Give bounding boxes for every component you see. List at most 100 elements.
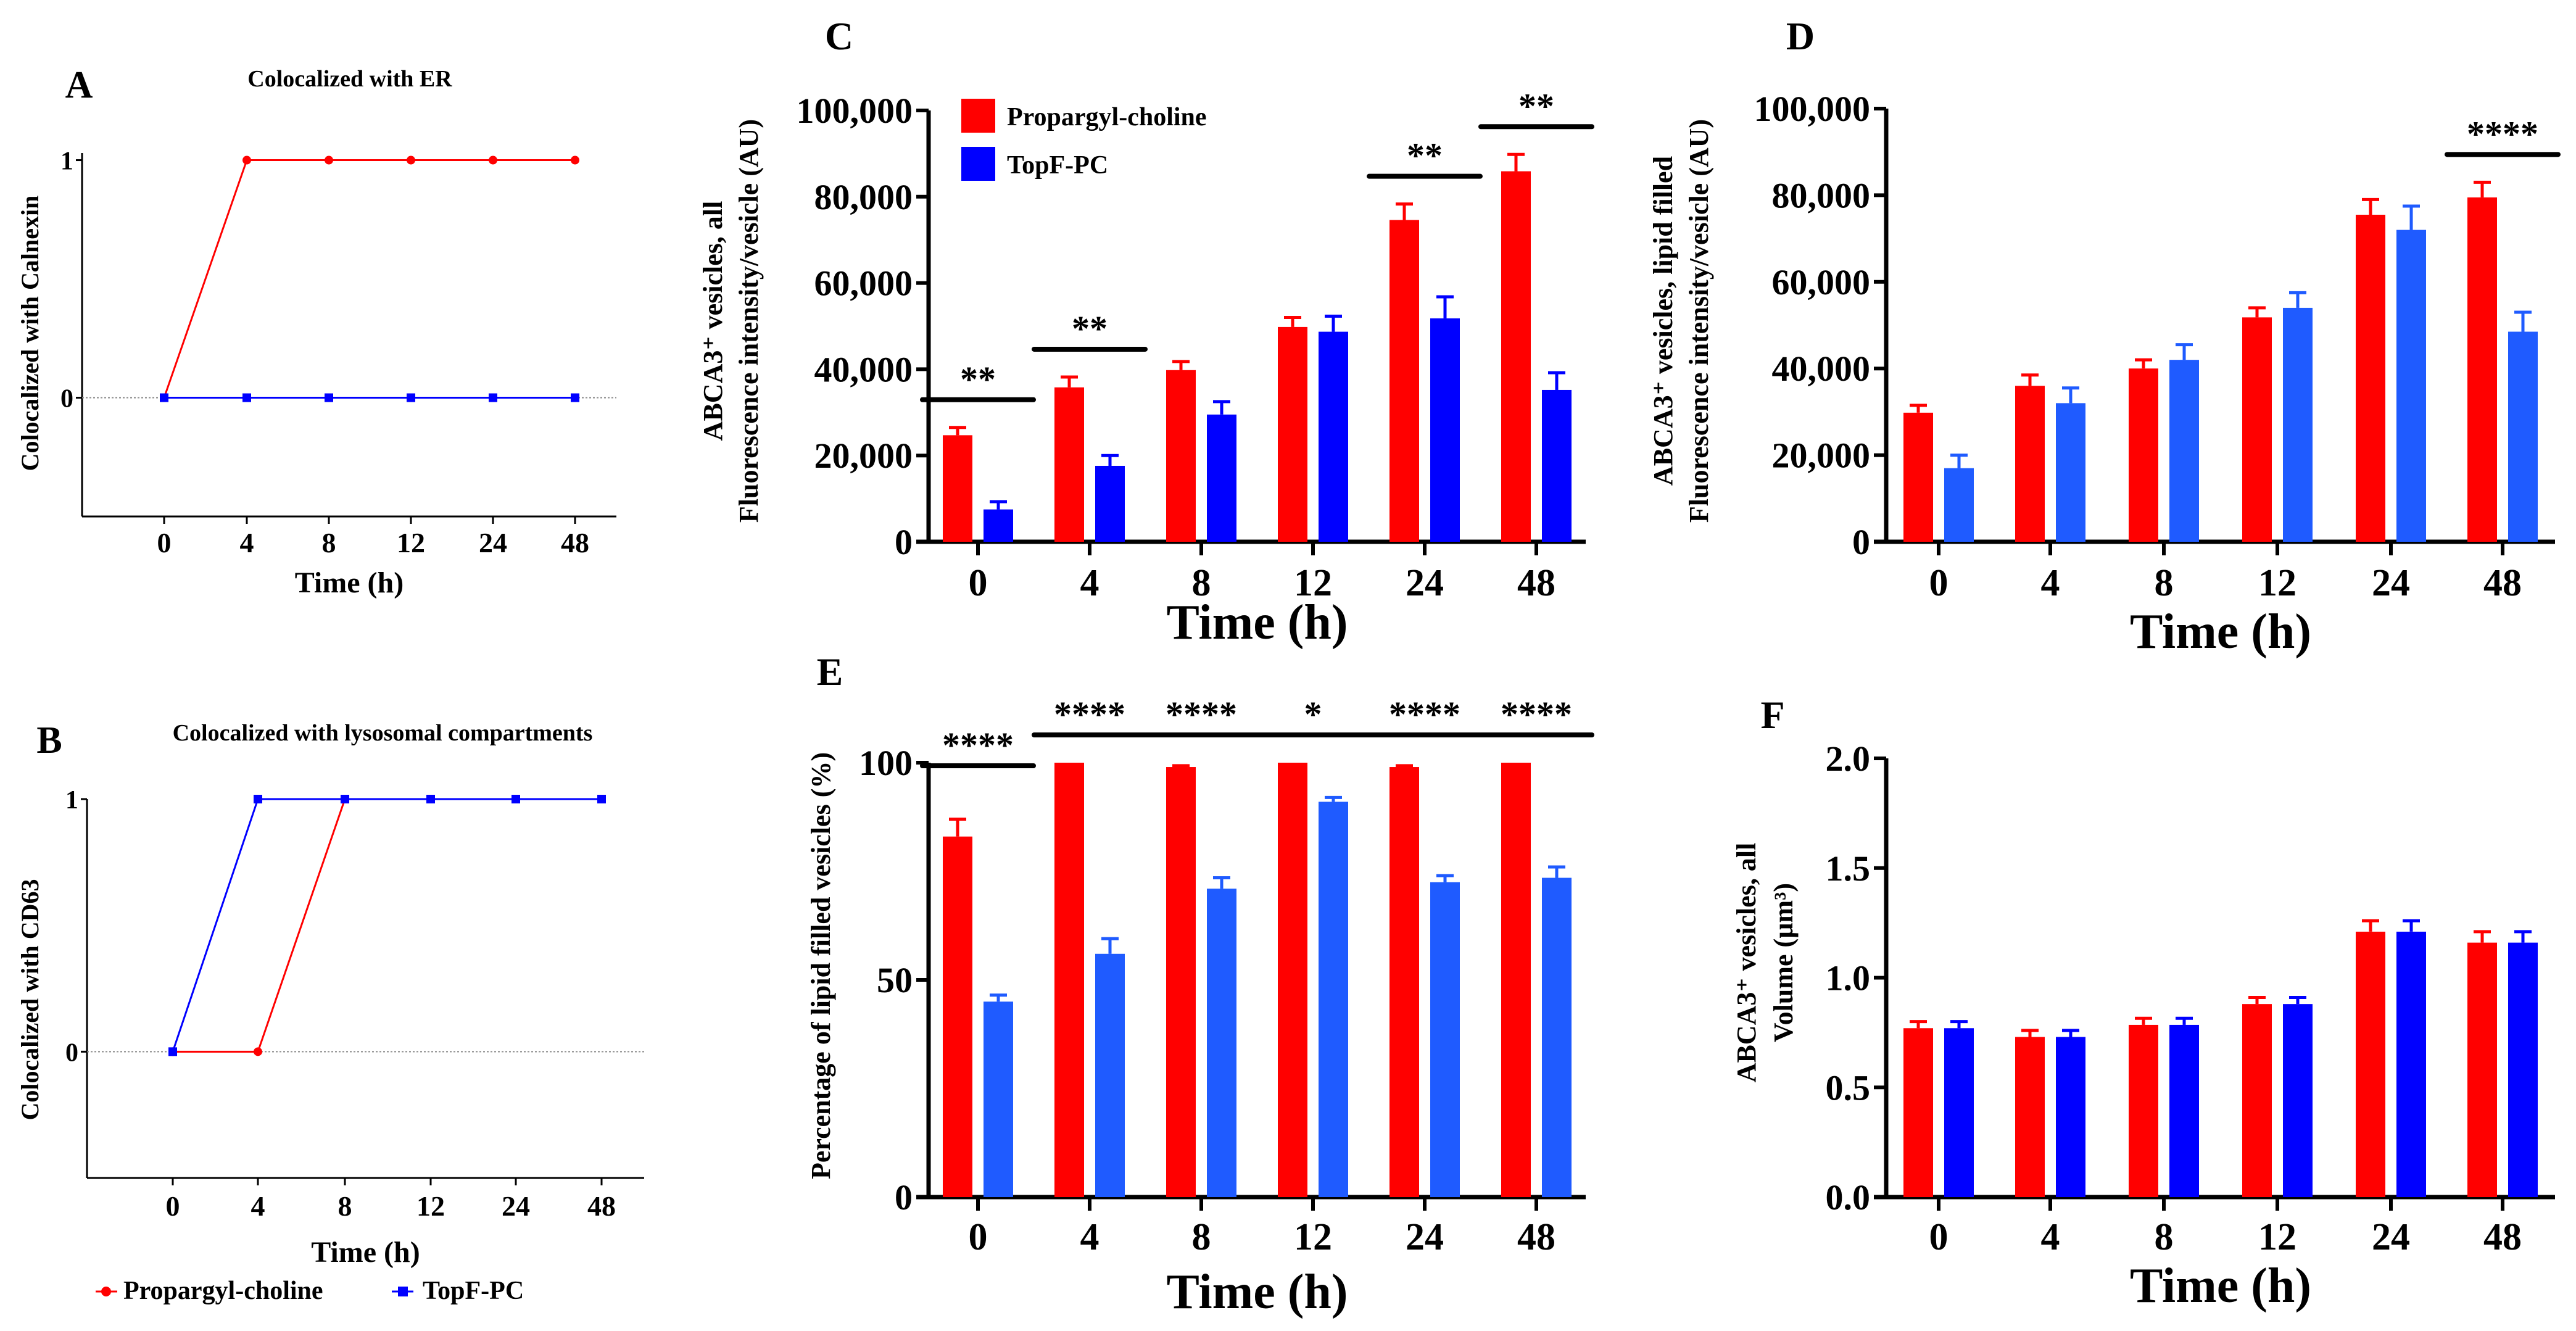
y-tick-label: 0.0 [1826,1177,1871,1217]
x-tick-label: 0 [1929,562,1949,604]
x-tick-label: 4 [1080,562,1100,604]
y-axis-label: ABCA3⁺ vesicles, all [698,201,728,441]
y-tick-label: 80,000 [1772,175,1871,215]
x-tick-label: 24 [2372,1216,2410,1258]
y-tick-label: 1 [60,147,73,176]
panel-label: D [1786,14,1815,58]
bar-topf-pc [2283,1004,2313,1197]
bar-topf-pc [1207,889,1236,1197]
significance-label: ** [1407,136,1443,176]
bar-topf-pc [2508,331,2538,542]
panel-d: D ABCA3⁺ vesicles, lipid filled Fluorescen… [1648,14,2561,659]
bar-propargyl-choline [2356,214,2385,542]
bar-topf-pc [1430,882,1460,1197]
x-tick-label: 0 [969,562,988,604]
data-point-propargyl-choline [242,155,251,165]
x-tick-label: 8 [1192,562,1211,604]
x-axis-label: Time (h) [2130,605,2311,659]
panel-a: A Colocalized with ER Colocalized with Cal… [16,64,616,599]
bar-topf-pc [1207,414,1236,542]
bar-propargyl-choline [2129,1024,2158,1197]
bar-topf-pc [1095,465,1125,542]
bar-topf-pc [1944,1028,1974,1197]
bar-propargyl-choline [1054,763,1084,1197]
bar-propargyl-choline [2015,1037,2045,1197]
bar-propargyl-choline [1054,387,1084,542]
legend-label: TopF-PC [1007,151,1108,180]
y-axis-label: Fluorescence intensity/vesicle (AU) [734,119,764,523]
data-point-topf-pc [597,795,606,803]
y-tick-label: 0 [895,522,913,562]
bar-propargyl-choline [1501,171,1531,542]
legend-marker-propargyl-choline [101,1287,111,1296]
y-tick-label: 100,000 [797,91,913,131]
x-tick-label: 12 [1294,1216,1332,1258]
data-point-topf-pc [571,393,579,402]
y-tick-label: 50 [877,960,913,1000]
x-tick-label: 0 [1929,1216,1949,1258]
x-tick-label: 0 [166,1190,180,1222]
data-point-propargyl-choline [407,155,415,165]
bar-propargyl-choline [2356,931,2385,1197]
bar-topf-pc [1095,953,1125,1197]
data-point-topf-pc [325,393,333,402]
bar-propargyl-choline [1501,763,1531,1197]
bar-topf-pc [2396,230,2426,542]
panel-f: F ABCA3⁺ vesicles, all Volume (µm³) 0.0 0.5 1… [1731,693,2555,1313]
series-line-propargyl-choline [173,798,602,1053]
x-axis-label: Time (h) [2130,1259,2311,1313]
y-tick-label: 80,000 [814,177,913,217]
x-axis-label: Time (h) [1166,595,1348,650]
bar-topf-pc [2169,1024,2199,1197]
bar-topf-pc [2169,360,2199,542]
x-tick-label: 48 [2483,562,2522,604]
bar-propargyl-choline [1903,412,1933,542]
legend-label: TopF-PC [423,1277,524,1305]
series-line-propargyl-choline [163,159,575,399]
significance-label: * [1304,694,1322,734]
significance-label: **** [1166,694,1237,734]
y-tick-label: 0 [895,1177,913,1217]
panel-label: C [825,14,853,58]
x-tick-label: 24 [2372,562,2410,604]
panel-label: B [36,719,62,761]
legend-swatch-propargyl-choline [961,99,995,133]
panel-b: B Colocalized with lysosomal compartments… [16,719,644,1305]
bar-propargyl-choline [2015,386,2045,542]
data-point-propargyl-choline [325,155,333,165]
x-tick-label: 4 [2041,562,2060,604]
data-point-topf-pc [160,393,168,402]
x-tick-label: 24 [479,527,507,558]
data-point-topf-pc [407,393,415,402]
bar-propargyl-choline [1278,763,1307,1197]
y-axis-label: ABCA3⁺ vesicles, lipid filled [1648,156,1678,486]
bar-topf-pc [2283,307,2313,542]
bar-propargyl-choline [2467,942,2497,1197]
bar-topf-pc [1319,802,1348,1197]
x-tick-label: 4 [251,1190,265,1222]
significance-label: **** [1501,694,1572,734]
x-tick-label: 0 [969,1216,988,1258]
y-axis-label: ABCA3⁺ vesicles, all [1731,843,1762,1083]
bar-propargyl-choline [2242,317,2272,542]
x-axis-label: Time (h) [311,1236,420,1269]
y-axis-label: Fluorescence intensity/vesicle (AU) [1684,119,1714,523]
bar-topf-pc [2508,942,2538,1197]
bar-topf-pc [1430,318,1460,542]
bar-propargyl-choline [1389,220,1419,542]
data-point-propargyl-choline [254,1047,262,1056]
significance-label: **** [2467,114,2538,154]
y-axis-label: Percentage of lipid filled vesicles (%) [806,752,836,1179]
y-tick-label: 0 [60,385,73,413]
y-tick-label: 60,000 [1772,262,1871,302]
panel-label: E [817,650,843,694]
y-tick-label: 100,000 [1754,89,1871,129]
bar-topf-pc [1542,877,1572,1197]
y-tick-label: 40,000 [814,349,913,389]
bar-propargyl-choline [1166,767,1196,1197]
data-point-propargyl-choline [489,155,497,165]
legend-label: Propargyl-choline [1007,103,1207,131]
x-tick-label: 8 [2155,1216,2174,1258]
significance-label: ** [1072,309,1108,349]
